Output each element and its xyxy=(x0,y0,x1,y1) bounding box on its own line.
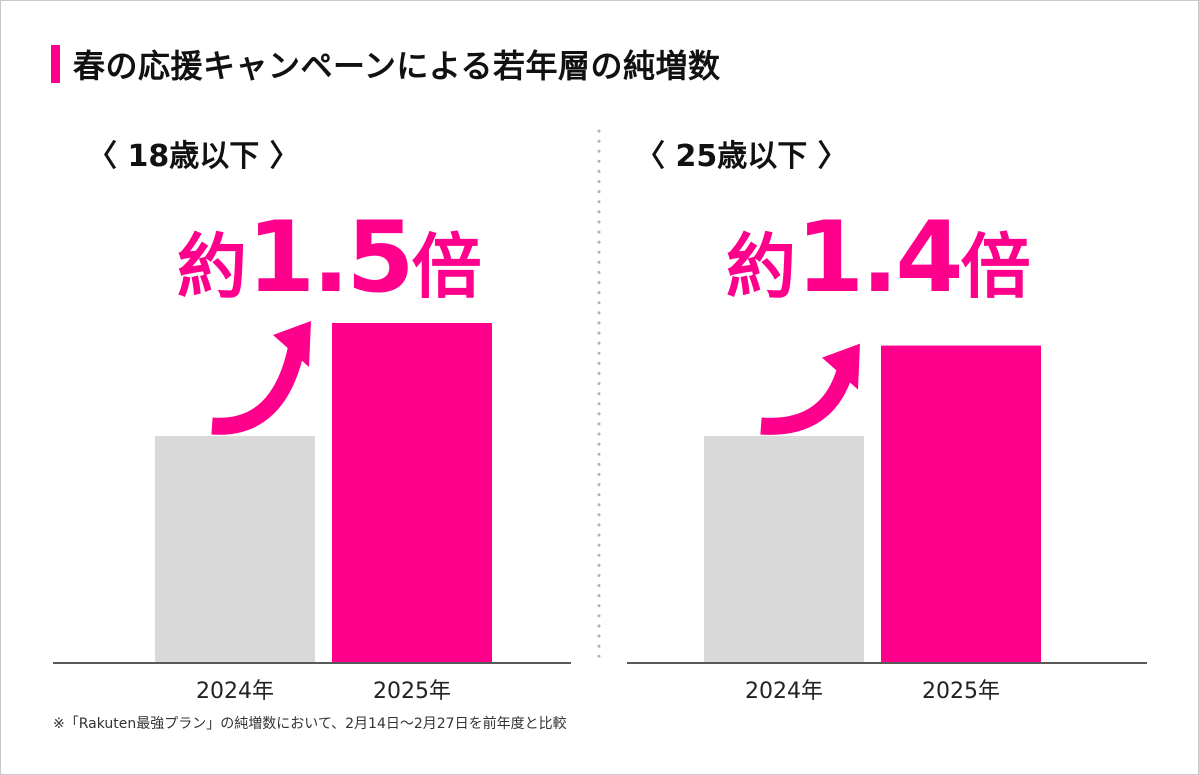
page-title: 春の応援キャンペーンによる若年層の純増数 xyxy=(73,47,721,85)
x-tick-label-under-25-2024: 2024年 xyxy=(745,679,823,704)
x-tick-label-under-18-2024: 2024年 xyxy=(196,679,274,704)
trend-arrow-head xyxy=(822,343,860,390)
trend-arrow-shaft xyxy=(760,365,855,435)
multiplier-under-25: 約1.4倍 xyxy=(726,209,1031,307)
multiplier-suffix: 倍 xyxy=(411,226,482,308)
panel-label-under-25: 〈 25歳以下 〉 xyxy=(635,139,848,174)
title-accent-bar xyxy=(51,45,60,83)
bar-under-18-2024 xyxy=(155,436,315,662)
trend-arrow-head xyxy=(273,321,311,367)
trend-arrow-shaft xyxy=(211,343,306,435)
multiplier-value: 1.4 xyxy=(796,201,964,315)
trend-arrow-under-18 xyxy=(211,321,311,435)
bar-under-25-2024 xyxy=(704,436,864,662)
panel-label-under-18: 〈 18歳以下 〉 xyxy=(87,139,300,174)
x-tick-label-under-18-2025: 2025年 xyxy=(373,679,451,704)
multiplier-under-18: 約1.5倍 xyxy=(177,209,482,307)
trend-arrow-under-25 xyxy=(760,343,860,435)
x-tick-label-under-25-2025: 2025年 xyxy=(922,679,1000,704)
multiplier-prefix: 約 xyxy=(177,226,247,308)
bar-under-25-2025 xyxy=(881,345,1041,662)
multiplier-suffix: 倍 xyxy=(960,226,1031,308)
title-row: 春の応援キャンペーンによる若年層の純増数 xyxy=(51,42,720,86)
multiplier-prefix: 約 xyxy=(726,226,796,308)
footnote: ※「Rakuten最強プラン」の純増数において、2月14日～2月27日を前年度と… xyxy=(53,716,567,732)
bar-under-18-2025 xyxy=(332,323,492,662)
multiplier-value: 1.5 xyxy=(247,201,415,315)
